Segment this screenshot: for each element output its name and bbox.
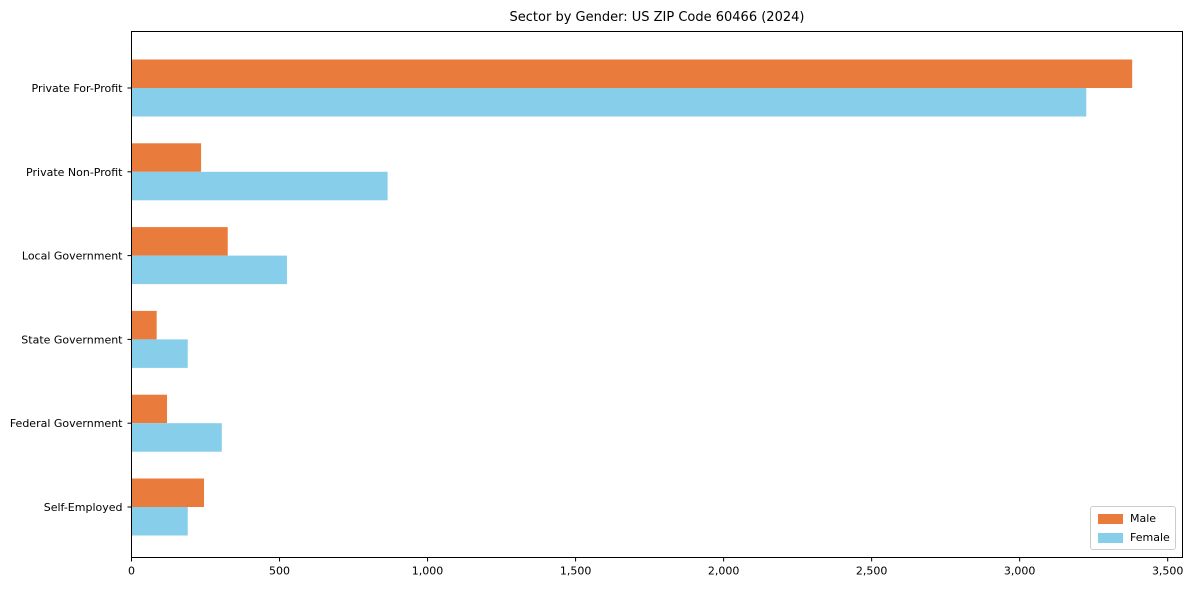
bar-female-local-government xyxy=(131,255,287,285)
female-color-swatch xyxy=(1098,532,1123,543)
bar-female-self-employed xyxy=(131,507,188,536)
x-tick-label-1500: 1,500 xyxy=(560,565,592,578)
bar-female-federal-government xyxy=(131,423,222,452)
bar-female-state-government xyxy=(131,339,188,368)
y-tick-label-federal-government: Federal Government xyxy=(10,417,123,430)
x-tick-label-2000: 2,000 xyxy=(708,565,740,578)
legend-label-male: Male xyxy=(1130,512,1157,525)
male-color-swatch xyxy=(1098,513,1123,524)
bar-male-self-employed xyxy=(131,478,205,507)
legend-entry-female: Female xyxy=(1098,531,1170,544)
x-tick-label-2500: 2,500 xyxy=(856,565,888,578)
x-tick-label-500: 500 xyxy=(269,565,290,578)
x-tick-label-3000: 3,000 xyxy=(1004,565,1036,578)
y-tick-label-local-government: Local Government xyxy=(22,250,123,263)
y-tick-label-state-government: State Government xyxy=(21,333,123,346)
y-tick-label-private-non-profit: Private Non-Profit xyxy=(26,166,123,179)
bar-female-private-for-profit xyxy=(131,88,1087,117)
y-tick-label-self-employed: Self-Employed xyxy=(44,501,123,514)
bar-male-federal-government xyxy=(131,394,168,424)
legend-entry-male: Male xyxy=(1098,512,1168,525)
chart-title: Sector by Gender: US ZIP Code 60466 (202… xyxy=(509,10,805,25)
bar-male-private-for-profit xyxy=(131,59,1133,88)
legend: Male Female xyxy=(1090,506,1176,550)
y-tick-label-private-for-profit: Private For-Profit xyxy=(32,82,124,95)
legend-label-female: Female xyxy=(1130,531,1170,544)
bar-male-local-government xyxy=(131,227,228,256)
bar-female-private-non-profit xyxy=(131,171,388,201)
plot-border xyxy=(131,31,1183,558)
x-tick-label-0: 0 xyxy=(128,565,135,578)
x-tick-label-1000: 1,000 xyxy=(412,565,444,578)
bar-male-state-government xyxy=(131,310,157,340)
bar-male-private-non-profit xyxy=(131,143,202,172)
x-tick-label-3500: 3,500 xyxy=(1152,565,1184,578)
